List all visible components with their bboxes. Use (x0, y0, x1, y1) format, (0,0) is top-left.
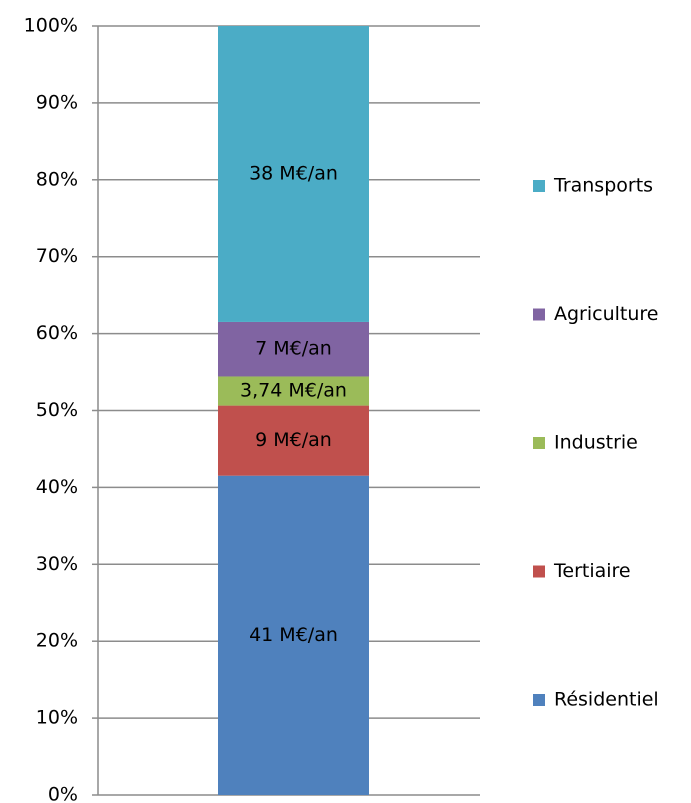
bar-segment (218, 321, 369, 377)
y-tick-label: 20% (36, 630, 78, 652)
legend-label: Transports (553, 175, 653, 197)
data-label: 38 M€/an (249, 162, 338, 184)
y-tick-label: 30% (36, 553, 78, 575)
bar-segment (218, 475, 369, 795)
data-label: 41 M€/an (249, 624, 338, 646)
data-label: 9 M€/an (255, 429, 332, 451)
legend-label: Tertiaire (553, 560, 631, 582)
legend-swatch (533, 694, 545, 706)
legend-label: Agriculture (554, 303, 659, 325)
y-tick-label: 50% (36, 399, 78, 421)
bar-segment (218, 376, 369, 406)
legend-swatch (533, 437, 545, 449)
data-label: 7 M€/an (255, 338, 332, 360)
y-tick-label: 10% (36, 707, 78, 729)
y-tick-label: 90% (36, 91, 78, 113)
y-tick-label: 0% (48, 784, 78, 803)
y-tick-label: 80% (36, 168, 78, 190)
y-tick-label: 100% (24, 15, 78, 37)
legend-label: Résidentiel (554, 689, 659, 711)
legend-swatch (533, 180, 545, 192)
y-tick-label: 70% (36, 245, 78, 267)
bar-segment (218, 405, 369, 476)
legend-label: Industrie (554, 432, 638, 454)
y-tick-label: 40% (36, 476, 78, 498)
legend-swatch (533, 565, 545, 578)
data-label: 3,74 M€/an (240, 380, 347, 402)
legend-swatch (533, 308, 545, 321)
y-tick-label: 60% (36, 322, 78, 344)
bar-segment (218, 26, 369, 322)
